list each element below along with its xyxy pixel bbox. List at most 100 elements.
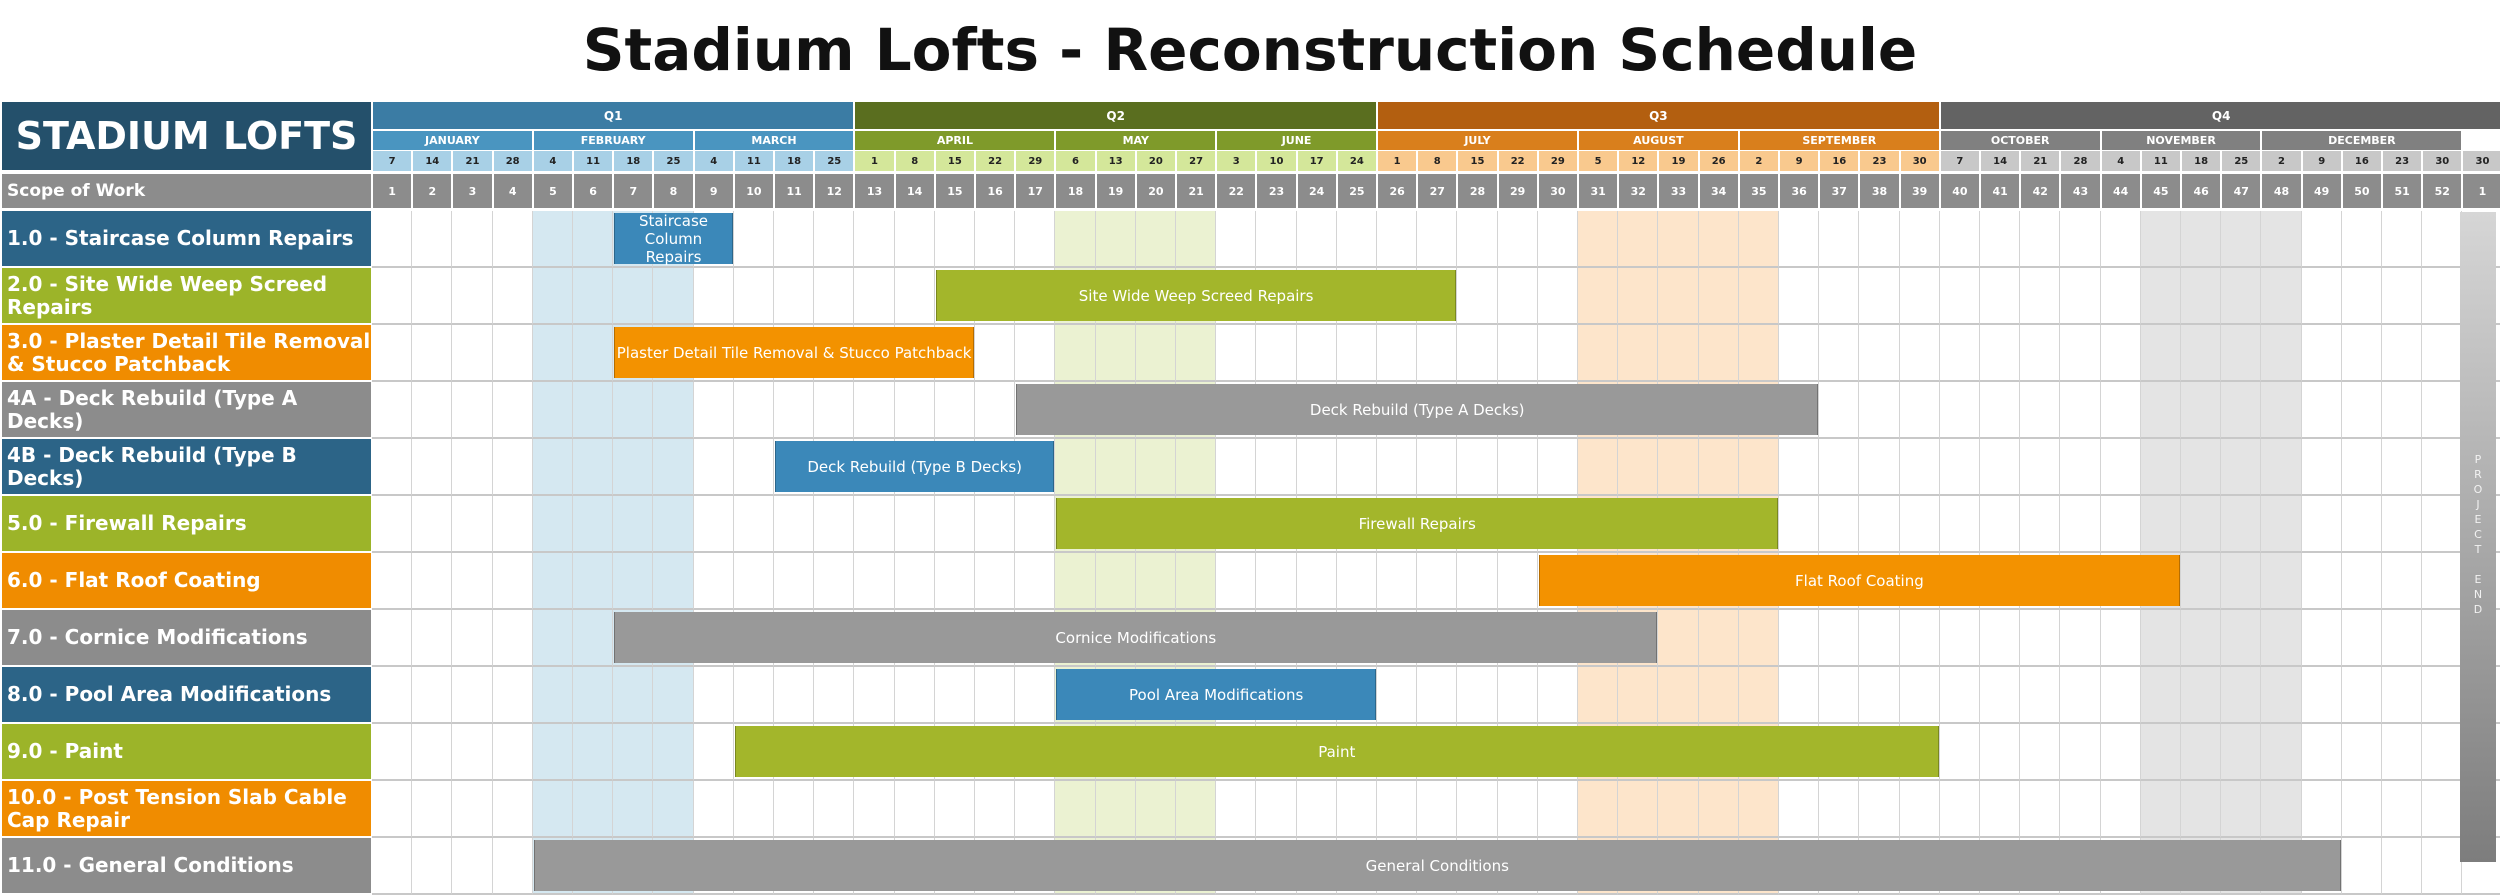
grid-cell xyxy=(2341,382,2382,439)
grid-cell xyxy=(1296,439,1337,496)
grid-cell xyxy=(2301,610,2342,667)
grid-cell xyxy=(774,496,815,553)
grid-cell xyxy=(2060,439,2101,496)
grid-cell xyxy=(2181,781,2222,838)
grid-cell xyxy=(573,268,614,325)
grid-cell xyxy=(2422,211,2463,268)
grid-cell xyxy=(2060,781,2101,838)
task-label: 2.0 - Site Wide Weep Screed Repairs xyxy=(2,268,371,325)
grid-cell xyxy=(1095,781,1136,838)
week-number: 8 xyxy=(654,174,693,208)
gantt-bar: Flat Roof Coating xyxy=(1538,555,2180,606)
week-number: 10 xyxy=(734,174,773,208)
grid-cell xyxy=(854,553,895,610)
grid-cell xyxy=(2140,268,2181,325)
week-number: 25 xyxy=(1337,174,1376,208)
grid-cell xyxy=(2140,667,2181,724)
week-number: 29 xyxy=(1498,174,1537,208)
grid-cell xyxy=(2100,667,2141,724)
grid-cell xyxy=(1658,325,1699,382)
grid-cell xyxy=(2422,325,2463,382)
grid-cell xyxy=(814,553,855,610)
grid-cell xyxy=(1859,211,1900,268)
grid-cell xyxy=(774,667,815,724)
week-number: 45 xyxy=(2141,174,2180,208)
week-number: 12 xyxy=(815,174,854,208)
grid-cell xyxy=(653,553,694,610)
grid-cell xyxy=(975,553,1016,610)
grid-cell xyxy=(613,724,654,781)
grid-cell xyxy=(2060,724,2101,781)
date-label: 18 xyxy=(2182,151,2221,171)
grid-cell xyxy=(2301,211,2342,268)
grid-cell xyxy=(1336,211,1377,268)
grid-cell xyxy=(2422,724,2463,781)
grid-cell xyxy=(1980,439,2021,496)
grid-cell xyxy=(613,496,654,553)
grid-cell xyxy=(532,496,573,553)
grid-cell xyxy=(412,838,453,895)
month-header: JULY xyxy=(1378,131,1577,150)
grid-cell xyxy=(1939,610,1980,667)
grid-cell xyxy=(1939,724,1980,781)
grid-cell xyxy=(1779,382,1820,439)
grid-cell xyxy=(532,610,573,667)
gantt-bar: General Conditions xyxy=(533,840,2341,891)
grid-cell xyxy=(975,211,1016,268)
grid-cell xyxy=(1497,553,1538,610)
grid-cell xyxy=(1055,553,1096,610)
grid-cell xyxy=(2221,382,2262,439)
grid-cell xyxy=(2020,268,2061,325)
grid-cell xyxy=(532,439,573,496)
grid-cell xyxy=(894,211,935,268)
grid-cell xyxy=(1256,553,1297,610)
grid-cell xyxy=(1216,553,1257,610)
gantt-bar: Firewall Repairs xyxy=(1056,498,1778,549)
date-label: 4 xyxy=(2101,151,2140,171)
date-label: 13 xyxy=(1096,151,1135,171)
date-label: 18 xyxy=(775,151,814,171)
date-label: 25 xyxy=(815,151,854,171)
week-number: 9 xyxy=(694,174,733,208)
grid-cell xyxy=(1578,781,1619,838)
grid-cell xyxy=(1336,781,1377,838)
grid-cell xyxy=(1658,268,1699,325)
grid-cell xyxy=(1216,439,1257,496)
month-header: SEPTEMBER xyxy=(1739,131,1939,150)
grid-cell xyxy=(693,268,734,325)
week-number: 2 xyxy=(413,174,452,208)
grid-cell xyxy=(653,781,694,838)
task-label: 4A - Deck Rebuild (Type A Decks) xyxy=(2,382,371,439)
grid-cell xyxy=(492,382,533,439)
month-header: MAY xyxy=(1056,131,1216,150)
grid-cell xyxy=(693,439,734,496)
grid-cell xyxy=(894,781,935,838)
month-header: AUGUST xyxy=(1579,131,1738,150)
quarter-header: Q4 xyxy=(1940,102,2500,129)
grid-cell xyxy=(2140,382,2181,439)
grid-cell xyxy=(2422,382,2463,439)
grid-cell xyxy=(1537,781,1578,838)
grid-cell xyxy=(1980,610,2021,667)
grid-cell xyxy=(452,382,493,439)
date-label: 8 xyxy=(1418,151,1457,171)
date-label: 12 xyxy=(1619,151,1658,171)
grid-cell xyxy=(372,211,413,268)
grid-cell xyxy=(2140,553,2181,610)
highlight-column xyxy=(2140,211,2302,895)
grid-cell xyxy=(2301,838,2342,895)
month-header: NOVEMBER xyxy=(2101,131,2261,150)
grid-cell xyxy=(2382,268,2423,325)
project-end-label: P R O J E C T E N D xyxy=(2473,453,2483,616)
grid-cell xyxy=(1578,667,1619,724)
date-label: 27 xyxy=(1177,151,1216,171)
date-label: 28 xyxy=(493,151,532,171)
grid-cell xyxy=(1176,553,1217,610)
grid-cell xyxy=(1859,781,1900,838)
task-label: 7.0 - Cornice Modifications xyxy=(2,610,371,667)
grid-cell xyxy=(2221,610,2262,667)
grid-cell xyxy=(2341,610,2382,667)
grid-cell xyxy=(452,211,493,268)
grid-cell xyxy=(2422,838,2463,895)
grid-cell xyxy=(452,610,493,667)
